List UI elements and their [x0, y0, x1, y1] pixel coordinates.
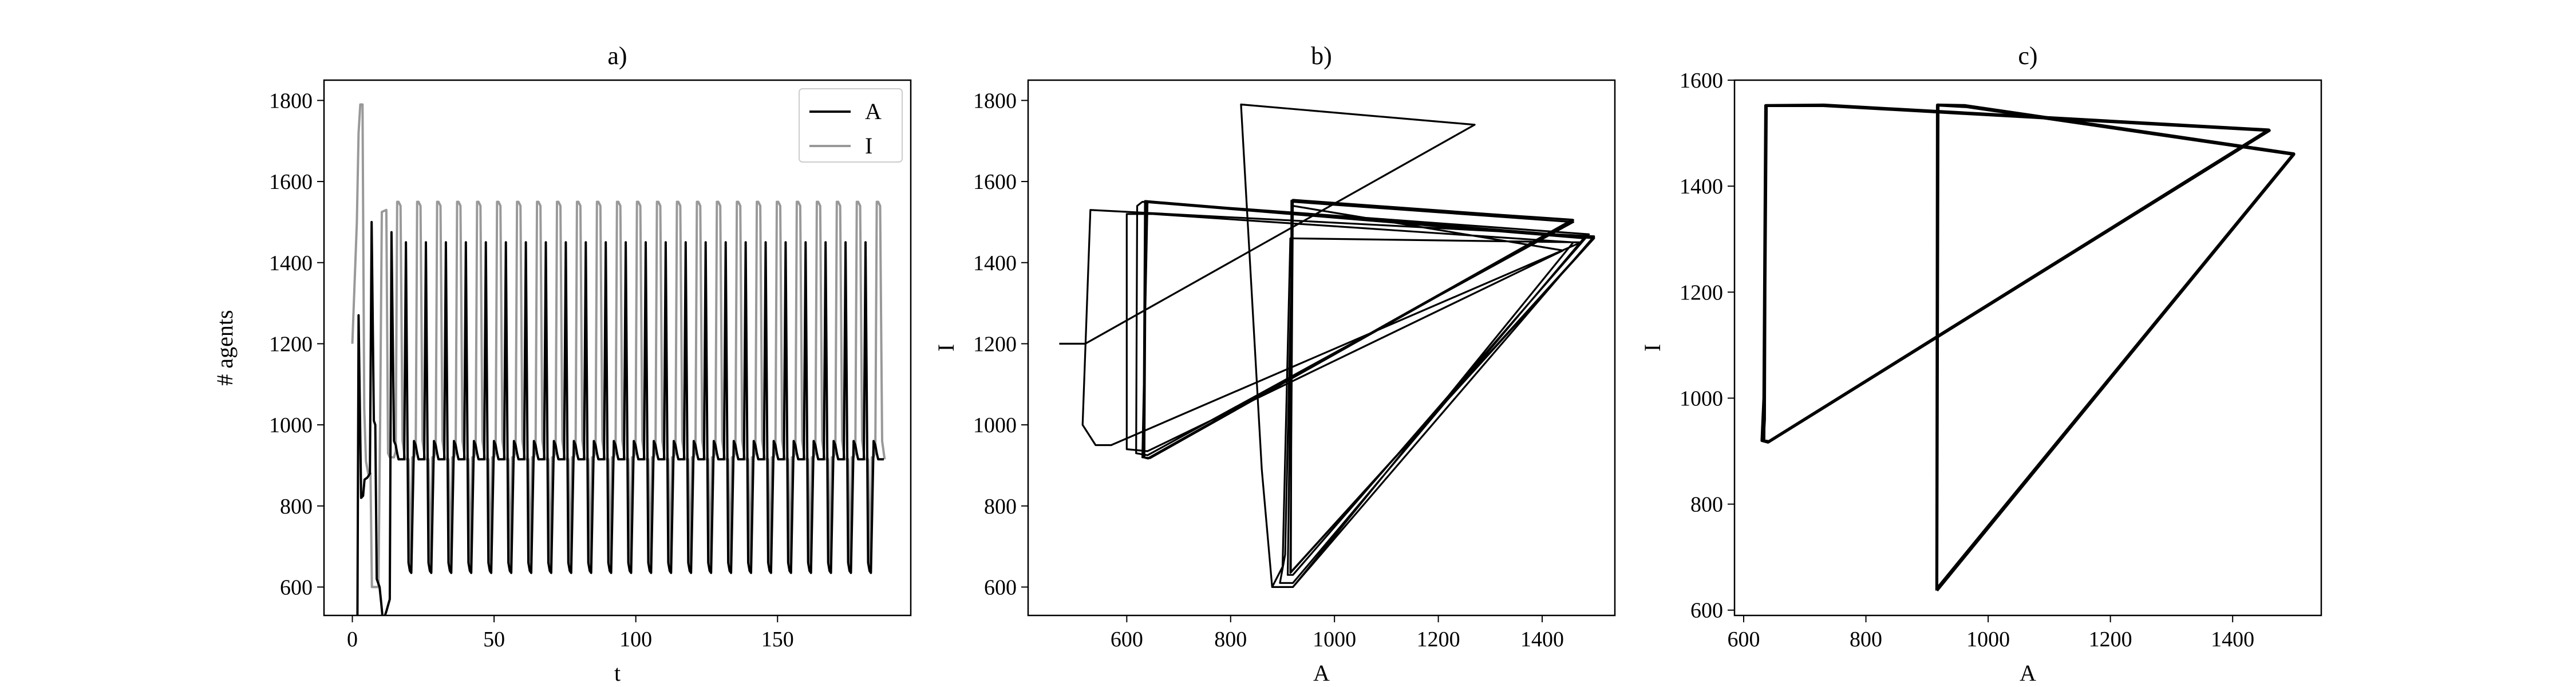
- x-tick-label: 1200: [1417, 627, 1460, 652]
- y-tick-label: 800: [984, 495, 1017, 519]
- y-tick-label: 1600: [269, 170, 313, 194]
- y-tick-label: 1400: [269, 251, 313, 275]
- y-tick-label: 1400: [973, 251, 1017, 275]
- x-tick-label: 800: [1850, 627, 1882, 652]
- y-tick-label: 1600: [1680, 69, 1723, 93]
- panel-title: b): [1311, 42, 1332, 70]
- y-tick-label: 600: [280, 575, 313, 599]
- y-tick-label: 1800: [973, 89, 1017, 113]
- limit-cycle-line: [1935, 103, 2296, 592]
- x-tick-label: 1000: [1313, 627, 1356, 652]
- plot-area: [1760, 103, 2296, 592]
- x-tick-label: 0: [347, 627, 358, 652]
- y-tick-label: 1000: [973, 413, 1017, 437]
- x-tick-label: 1200: [2089, 627, 2132, 652]
- trajectory-line: [1059, 103, 1595, 588]
- x-tick-label: 800: [1214, 627, 1247, 652]
- x-tick-label: 600: [1111, 627, 1143, 652]
- y-tick-label: 600: [1690, 599, 1723, 623]
- legend-box: [799, 88, 903, 163]
- x-axis-label: t: [614, 660, 621, 686]
- x-tick-label: 150: [761, 627, 794, 652]
- x-tick-label: 600: [1728, 627, 1760, 652]
- axes-frame: [1733, 79, 2322, 617]
- y-tick-label: 1400: [1680, 175, 1723, 199]
- series-line-A: [356, 220, 884, 615]
- limit-cycle-line: [1760, 103, 2271, 444]
- y-tick-label: 1600: [973, 170, 1017, 194]
- y-tick-label: 1200: [269, 332, 313, 356]
- x-axis-label: A: [2020, 660, 2036, 686]
- y-tick-label: 600: [984, 575, 1017, 599]
- y-axis-label: I: [1639, 344, 1665, 352]
- panel-c: c) 600 800 1000 1200 1400 600 800 1000 1200 1400 16…: [1639, 42, 2322, 686]
- x-tick-label: 100: [619, 627, 652, 652]
- panel-title: c): [2018, 42, 2037, 70]
- panel-a: a) 0 50 100 150 600 800 1000 1200 1400 1600 1800 t # …: [212, 42, 912, 686]
- panel-title: a): [607, 42, 627, 70]
- y-tick-label: 1000: [1680, 386, 1723, 410]
- x-tick-label: 1000: [1966, 627, 2010, 652]
- legend: AI: [799, 88, 903, 163]
- axes-frame: [323, 79, 912, 617]
- y-tick-label: 800: [1690, 493, 1723, 517]
- y-axis-label: # agents: [212, 310, 238, 385]
- y-tick-label: 1200: [1680, 281, 1723, 305]
- plot-area: [1059, 103, 1595, 588]
- y-tick-label: 1000: [269, 413, 313, 437]
- y-tick-label: 800: [280, 495, 313, 519]
- legend-label: A: [865, 98, 882, 124]
- legend-label: I: [865, 133, 872, 159]
- plot-area: [351, 103, 886, 615]
- x-tick-label: 1400: [2211, 627, 2254, 652]
- axes-frame: [1027, 79, 1616, 617]
- y-tick-label: 1200: [973, 332, 1017, 356]
- x-tick-label: 50: [483, 627, 505, 652]
- panel-b: b) 600 800 1000 1200 1400 600 800 1000 1200 1400 16…: [933, 42, 1616, 686]
- x-axis-label: A: [1313, 660, 1330, 686]
- y-axis-label: I: [933, 344, 959, 352]
- y-tick-label: 1800: [269, 89, 313, 113]
- x-tick-label: 1400: [1520, 627, 1564, 652]
